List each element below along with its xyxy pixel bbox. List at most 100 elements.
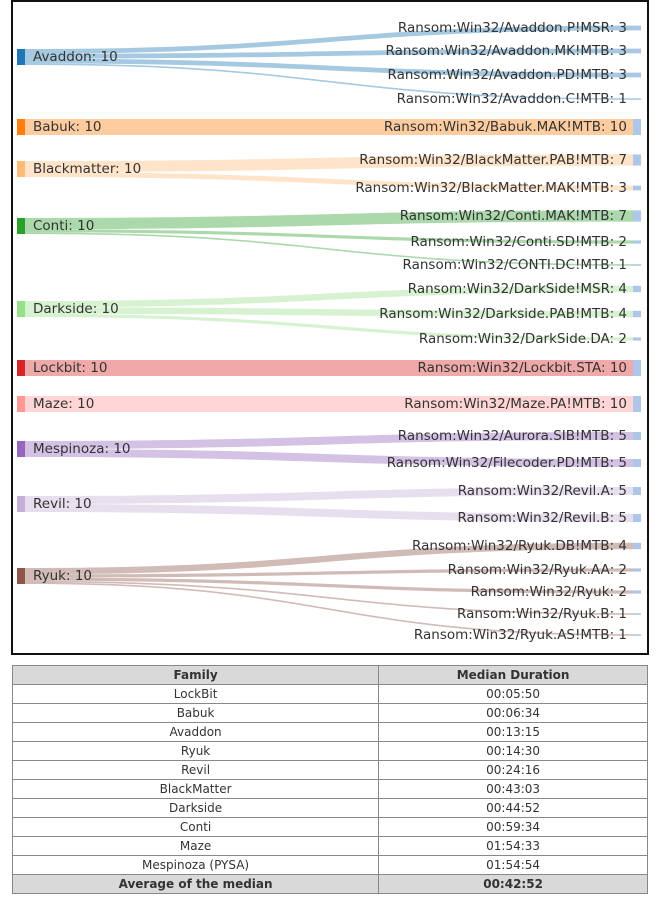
table-cell: 00:06:34 <box>378 703 648 723</box>
flow-link <box>25 229 633 244</box>
target-node <box>633 337 641 341</box>
table-row: Darkside 00:44:52 <box>11 798 648 818</box>
flow-link <box>25 48 633 59</box>
target-node <box>633 285 641 293</box>
table-cell: 00:05:50 <box>378 684 648 704</box>
target-label: Ransom:Win32/Conti.MAK!MTB: 7 <box>400 208 627 224</box>
flow-link <box>25 396 633 412</box>
source-label: Revil: 10 <box>33 496 92 512</box>
target-label: Ransom:Win32/Ryuk.AS!MTB: 1 <box>414 627 627 643</box>
table-cell: Mespinoza (PYSA) <box>11 855 380 875</box>
table-cell: 00:14:30 <box>378 741 648 761</box>
target-node <box>633 568 641 572</box>
flow-link <box>25 313 633 341</box>
flow-link <box>25 285 633 308</box>
table-row: Maze 01:54:33 <box>11 836 648 856</box>
target-label: Ransom:Win32/Conti.SD!MTB: 2 <box>410 234 627 250</box>
flow-link <box>25 449 633 467</box>
target-node <box>633 154 641 166</box>
table-row: Conti 00:59:34 <box>11 817 648 837</box>
target-label: Ransom:Win32/Darkside.PAB!MTB: 4 <box>379 306 627 322</box>
flow-link <box>25 487 633 504</box>
table-cell: Conti <box>11 817 380 837</box>
chart-border <box>11 0 649 655</box>
target-label: Ransom:Win32/Aurora.SIB!MTB: 5 <box>398 428 627 444</box>
flow-link <box>25 580 633 615</box>
flow-link <box>25 154 633 173</box>
target-node <box>633 25 641 31</box>
target-label: Ransom:Win32/BlackMatter.PAB!MTB: 7 <box>359 152 627 168</box>
target-label: Ransom:Win32/Ryuk.DB!MTB: 4 <box>412 538 627 554</box>
target-node <box>633 72 641 78</box>
table-row: Avaddon 00:13:15 <box>11 722 648 742</box>
table-row: Babuk 00:06:34 <box>11 703 648 723</box>
source-label: Conti: 10 <box>33 218 94 234</box>
footer-cell: Average of the median <box>11 874 380 894</box>
header-cell: Family <box>11 665 380 685</box>
source-label: Maze: 10 <box>33 396 94 412</box>
target-label: Ransom:Win32/Revil.B: 5 <box>457 510 627 526</box>
flow-link <box>25 25 633 54</box>
table-cell: Darkside <box>11 798 380 818</box>
target-node <box>633 459 641 467</box>
source-label: Mespinoza: 10 <box>33 441 131 457</box>
target-node <box>633 210 641 222</box>
flow-link <box>25 63 633 100</box>
target-label: Ransom:Win32/Ryuk: 2 <box>471 584 627 600</box>
source-node <box>17 49 25 65</box>
flow-link <box>25 360 633 376</box>
table-cell: 00:24:16 <box>378 760 648 780</box>
labels: Ransom:Win32/Avaddon.P!MSR: 3 Ransom:Win3… <box>355 20 627 643</box>
table-row: Ryuk 00:14:30 <box>11 741 648 761</box>
footer-row: Average of the median 00:42:52 <box>11 874 648 894</box>
target-label: Ransom:Win32/Avaddon.P!MSR: 3 <box>398 20 627 36</box>
flow-link <box>25 504 633 522</box>
source-label: Darkside: 10 <box>33 301 119 317</box>
table-row: Revil 00:24:16 <box>11 760 648 780</box>
sankey-chart: Ransom:Win32/Avaddon.P!MSR: 3 Ransom:Win3… <box>11 0 649 655</box>
table-row: LockBit 00:05:50 <box>11 684 648 704</box>
source-label: Babuk: 10 <box>33 119 102 135</box>
target-node <box>633 185 641 191</box>
table-cell: Ryuk <box>11 741 380 761</box>
target-label: Ransom:Win32/CONTI.DC!MTB: 1 <box>403 257 627 273</box>
source-node <box>17 568 25 584</box>
duration-table: Family Median Duration LockBit 00:05:50 Babu… <box>11 665 648 894</box>
table-cell: 00:43:03 <box>378 779 648 799</box>
table-cell: Babuk <box>11 703 380 723</box>
table-row: Mespinoza (PYSA) 01:54:54 <box>11 855 648 875</box>
source-node <box>17 161 25 177</box>
flow-link <box>25 432 633 449</box>
flow-link <box>25 119 633 135</box>
target-label: Ransom:Win32/Filecoder.PD!MTB: 5 <box>387 455 627 471</box>
flow-link <box>25 58 633 78</box>
target-node <box>633 432 641 440</box>
source-node <box>17 441 25 457</box>
table-cell: Avaddon <box>11 722 380 742</box>
flow-link <box>25 210 633 230</box>
flow-link <box>25 577 633 594</box>
source-label: Ryuk: 10 <box>33 568 92 584</box>
target-label: Ransom:Win32/Avaddon.PD!MTB: 3 <box>388 67 627 83</box>
target-label: Ransom:Win32/BlackMatter.MAK!MTB: 3 <box>355 180 627 196</box>
source-node <box>17 396 25 412</box>
table-cell: Maze <box>11 836 380 856</box>
target-label: Ransom:Win32/Lockbit.STA: 10 <box>418 360 627 376</box>
target-label: Ransom:Win32/Ryuk.AA: 2 <box>448 562 627 578</box>
target-label: Ransom:Win32/Babuk.MAK!MTB: 10 <box>384 119 627 135</box>
source-node <box>17 360 25 376</box>
table-cell: BlackMatter <box>11 779 380 799</box>
flow-link <box>25 568 633 578</box>
target-node <box>633 310 641 318</box>
target-node <box>633 264 641 266</box>
target-node <box>633 240 641 244</box>
table-row: BlackMatter 00:43:03 <box>11 779 648 799</box>
flow-link <box>25 542 633 575</box>
target-label: Ransom:Win32/Ryuk.B: 1 <box>457 606 627 622</box>
flow-link <box>25 232 633 266</box>
source-node <box>17 218 25 234</box>
target-node <box>633 634 641 636</box>
target-node <box>633 98 641 100</box>
source-label: Lockbit: 10 <box>33 360 107 376</box>
